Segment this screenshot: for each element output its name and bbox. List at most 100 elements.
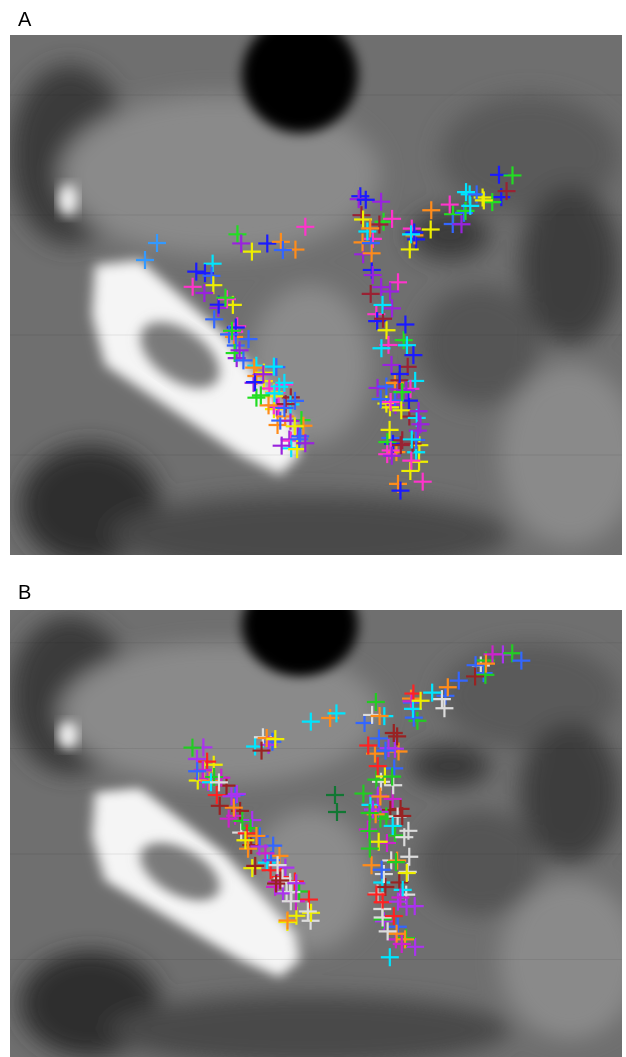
marker bbox=[388, 851, 407, 870]
marker bbox=[376, 741, 395, 760]
marker bbox=[400, 240, 419, 259]
marker bbox=[389, 273, 408, 292]
marker-layer bbox=[136, 165, 522, 500]
marker bbox=[257, 853, 276, 872]
marker bbox=[368, 757, 387, 776]
marker bbox=[483, 193, 502, 212]
marker bbox=[381, 282, 400, 301]
marker bbox=[195, 284, 214, 303]
marker bbox=[398, 357, 417, 376]
marker bbox=[413, 472, 432, 491]
marker bbox=[275, 373, 294, 392]
marker bbox=[512, 651, 531, 670]
marker bbox=[388, 727, 407, 746]
panel-label: A bbox=[18, 9, 32, 31]
marker bbox=[243, 859, 262, 878]
marker bbox=[202, 266, 221, 285]
marker bbox=[232, 234, 251, 253]
marker bbox=[183, 738, 202, 757]
marker bbox=[380, 948, 399, 967]
marker bbox=[393, 383, 412, 402]
marker bbox=[393, 880, 412, 899]
marker bbox=[385, 759, 404, 778]
marker bbox=[377, 321, 396, 340]
marker bbox=[183, 277, 202, 296]
marker bbox=[356, 190, 375, 209]
marker bbox=[372, 192, 391, 211]
marker bbox=[378, 445, 397, 464]
marker bbox=[296, 434, 315, 453]
marker bbox=[461, 196, 480, 215]
marker bbox=[368, 378, 387, 397]
marker bbox=[404, 346, 423, 365]
marker bbox=[354, 784, 373, 803]
marker bbox=[406, 937, 425, 956]
marker bbox=[396, 930, 415, 949]
marker bbox=[374, 865, 393, 884]
marker bbox=[384, 723, 403, 742]
marker bbox=[374, 912, 393, 931]
marker bbox=[361, 284, 380, 303]
marker bbox=[372, 278, 391, 297]
marker bbox=[503, 166, 522, 185]
marker bbox=[408, 711, 427, 730]
marker bbox=[483, 645, 502, 664]
marker bbox=[403, 699, 422, 718]
marker bbox=[497, 182, 516, 201]
marker bbox=[273, 241, 292, 260]
marker bbox=[393, 806, 412, 825]
marker bbox=[360, 804, 379, 823]
marker bbox=[187, 262, 206, 281]
marker bbox=[367, 770, 386, 789]
marker bbox=[380, 420, 399, 439]
marker bbox=[449, 671, 468, 690]
marker bbox=[377, 834, 396, 853]
marker bbox=[267, 874, 286, 893]
marker bbox=[410, 452, 429, 471]
marker bbox=[268, 856, 287, 875]
marker bbox=[373, 295, 392, 314]
marker bbox=[391, 481, 410, 500]
marker bbox=[242, 242, 261, 261]
marker bbox=[371, 787, 390, 806]
marker bbox=[299, 890, 318, 909]
marker bbox=[452, 215, 471, 234]
marker bbox=[361, 219, 380, 238]
marker bbox=[396, 315, 415, 334]
marker bbox=[236, 831, 255, 850]
marker bbox=[378, 922, 397, 941]
marker bbox=[270, 846, 289, 865]
marker bbox=[376, 877, 395, 896]
marker bbox=[275, 398, 294, 417]
marker bbox=[200, 771, 219, 790]
marker bbox=[383, 816, 402, 835]
marker bbox=[272, 436, 291, 455]
marker bbox=[370, 706, 389, 725]
marker bbox=[234, 351, 253, 370]
marker bbox=[369, 729, 388, 748]
marker bbox=[383, 209, 402, 228]
marker bbox=[405, 223, 424, 242]
marker bbox=[327, 704, 346, 723]
marker bbox=[254, 365, 273, 384]
marker bbox=[397, 381, 416, 400]
marker bbox=[402, 225, 421, 244]
marker bbox=[355, 713, 374, 732]
marker bbox=[384, 907, 403, 926]
marker bbox=[243, 811, 262, 830]
marker bbox=[390, 873, 409, 892]
marker bbox=[265, 384, 284, 403]
marker bbox=[466, 667, 485, 686]
marker bbox=[207, 786, 226, 805]
marker bbox=[360, 821, 379, 840]
marker bbox=[367, 885, 386, 904]
marker bbox=[371, 809, 390, 828]
marker bbox=[203, 254, 222, 273]
marker bbox=[370, 215, 389, 234]
marker bbox=[247, 388, 266, 407]
marker bbox=[352, 206, 371, 225]
marker bbox=[273, 884, 292, 903]
marker bbox=[210, 796, 229, 815]
marker bbox=[397, 336, 416, 355]
